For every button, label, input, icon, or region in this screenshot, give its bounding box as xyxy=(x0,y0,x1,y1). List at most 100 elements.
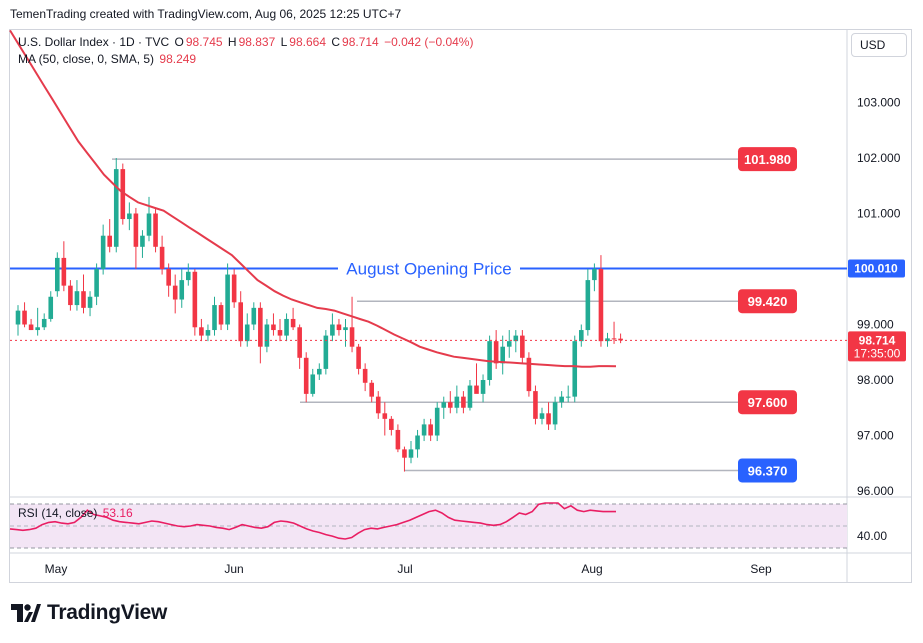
rsi-legend[interactable]: RSI (14, close) 53.16 xyxy=(18,506,135,520)
candle-body xyxy=(559,396,564,403)
candle-body xyxy=(310,374,316,394)
level-label-box[interactable] xyxy=(738,458,797,483)
open-label: O xyxy=(174,35,184,49)
symbol-legend[interactable]: U.S. Dollar Index · 1D · TVC O 98.745 H 98… xyxy=(18,35,475,49)
candle-body xyxy=(480,380,486,394)
candle-body xyxy=(238,302,243,342)
candle-body xyxy=(159,246,165,269)
candle-body xyxy=(572,341,578,397)
candle-body xyxy=(506,341,512,347)
candle-body xyxy=(323,335,329,369)
candle-body xyxy=(428,424,433,436)
chart-frame xyxy=(9,29,912,583)
candle-body xyxy=(48,296,54,319)
candle-body xyxy=(199,327,204,336)
candle-body xyxy=(500,346,505,364)
candle-body xyxy=(441,402,447,408)
candle-body xyxy=(205,330,211,336)
open-value: 98.745 xyxy=(185,35,223,49)
candle-body xyxy=(467,385,473,408)
low-value: 98.664 xyxy=(289,35,326,49)
x-tick-label: Jul xyxy=(397,562,412,576)
y-tick-label: 96.000 xyxy=(857,484,894,498)
level-label: 101.980 xyxy=(744,152,791,167)
candle-body xyxy=(113,169,119,247)
rsi-band xyxy=(10,504,847,548)
candle-body xyxy=(598,269,604,342)
candle-body xyxy=(179,280,185,300)
currency-button[interactable]: USD xyxy=(851,33,907,57)
candle-body xyxy=(585,280,591,331)
level-label: 99.420 xyxy=(748,294,788,309)
high-value: 98.837 xyxy=(238,35,276,49)
candle-body xyxy=(539,413,545,419)
tradingview-logo-text: TradingView xyxy=(47,601,168,624)
tradingview-logo[interactable]: TradingView xyxy=(11,601,167,625)
candle-body xyxy=(526,357,532,392)
candle-body xyxy=(218,305,224,325)
high-label: H xyxy=(227,35,237,49)
candle-body xyxy=(133,213,139,247)
candle-body xyxy=(533,391,538,419)
level-label: 96.370 xyxy=(748,463,788,478)
level-label-box[interactable] xyxy=(738,147,797,172)
candle-body xyxy=(369,382,374,397)
candle-body xyxy=(343,327,348,331)
candle-body xyxy=(611,338,617,340)
candle-body xyxy=(120,169,126,220)
candle-body xyxy=(166,269,171,286)
candle-body xyxy=(362,368,368,383)
last-price-box xyxy=(848,331,906,362)
y-tick-label: 102.000 xyxy=(857,151,901,165)
candle-body xyxy=(271,324,276,331)
candle-body xyxy=(303,357,309,394)
candle-body xyxy=(264,324,270,347)
candle-body xyxy=(225,274,230,325)
candle-body xyxy=(55,257,60,292)
candle-body xyxy=(61,257,67,286)
candle-body xyxy=(244,324,250,342)
candle-body xyxy=(552,402,558,425)
candle-body xyxy=(277,330,283,336)
y-tick-label: 98.000 xyxy=(857,373,894,387)
candle-body xyxy=(68,285,73,306)
candle-body xyxy=(408,449,414,458)
ma-value: 98.249 xyxy=(159,52,197,66)
candle-body xyxy=(74,291,80,306)
candle-body xyxy=(94,269,99,297)
candle-body xyxy=(415,435,420,450)
candle-body xyxy=(127,213,132,220)
x-tick-label: Jun xyxy=(224,562,243,576)
rsi-line xyxy=(9,502,616,540)
page-title: TemenTrading created with TradingView.co… xyxy=(10,7,402,21)
candle-body xyxy=(41,318,47,328)
candle-body xyxy=(258,307,263,347)
candle-body xyxy=(251,307,257,325)
axis-level-box xyxy=(848,259,905,278)
y-tick-label: 103.000 xyxy=(857,96,901,110)
y-tick-label: 97.000 xyxy=(857,429,894,443)
x-tick-label: May xyxy=(45,562,68,576)
candle-body xyxy=(172,285,178,300)
symbol-name: U.S. Dollar Index · 1D · TVC xyxy=(18,35,170,49)
rsi-label: RSI (14, close) xyxy=(18,506,98,520)
level-label-box[interactable] xyxy=(738,289,797,314)
candle-body xyxy=(520,335,525,358)
candle-body xyxy=(546,413,551,425)
candle-body xyxy=(100,235,106,269)
candle-body xyxy=(81,291,86,308)
candle-body xyxy=(146,213,152,236)
ma-label: MA (50, close, 0, SMA, 5) xyxy=(18,52,155,66)
candle-body xyxy=(605,338,610,342)
level-label-box[interactable] xyxy=(738,390,797,415)
candle-body xyxy=(140,235,145,247)
y-tick-label: 99.000 xyxy=(857,318,894,332)
candle-body xyxy=(454,396,460,408)
candle-body xyxy=(231,274,237,303)
ma-line xyxy=(9,29,617,368)
candle-body xyxy=(192,271,198,328)
ma-legend[interactable]: MA (50, close, 0, SMA, 5) 98.249 xyxy=(18,52,198,66)
x-tick-label: Aug xyxy=(581,562,602,576)
candle-body xyxy=(212,305,217,331)
